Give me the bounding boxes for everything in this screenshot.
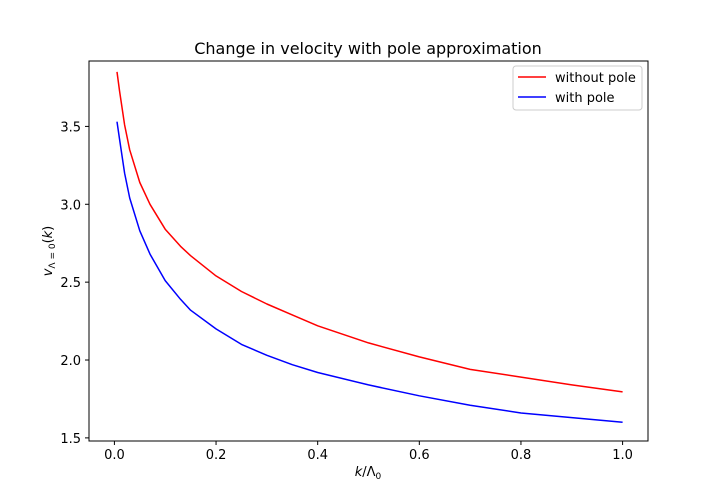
y-axis-label: vΛ = 0(k) — [41, 226, 58, 277]
legend: without pole with pole — [512, 65, 643, 111]
y-tick-label: 3.5 — [60, 120, 81, 135]
y-axis: 1.5 2.0 2.5 3.0 3.5 — [60, 120, 89, 447]
svg-text:vΛ = 0(k): vΛ = 0(k) — [41, 226, 58, 277]
legend-label-without-pole: without pole — [555, 71, 636, 86]
legend-label-with-pole: with pole — [555, 91, 615, 106]
chart-title: Change in velocity with pole approximati… — [194, 39, 542, 58]
y-tick-label: 2.0 — [60, 354, 81, 369]
x-tick-label: 0.8 — [511, 448, 532, 463]
x-axis-label: k/Λ0 — [355, 465, 382, 482]
x-tick-label: 0.0 — [104, 448, 125, 463]
x-tick-label: 0.2 — [206, 448, 227, 463]
series-line-with-pole — [116, 121, 623, 424]
y-tick-label: 1.5 — [60, 432, 81, 447]
x-axis: 0.0 0.2 0.4 0.6 0.8 1.0 — [104, 441, 633, 463]
plot-area-frame — [88, 60, 649, 442]
y-tick-label: 3.0 — [60, 198, 81, 213]
x-tick-label: 0.6 — [409, 448, 430, 463]
series-line-without-pole — [116, 71, 623, 393]
y-tick-label: 2.5 — [60, 276, 81, 291]
x-tick-label: 0.4 — [307, 448, 328, 463]
x-tick-label: 1.0 — [612, 448, 633, 463]
plot-lines — [116, 71, 623, 424]
